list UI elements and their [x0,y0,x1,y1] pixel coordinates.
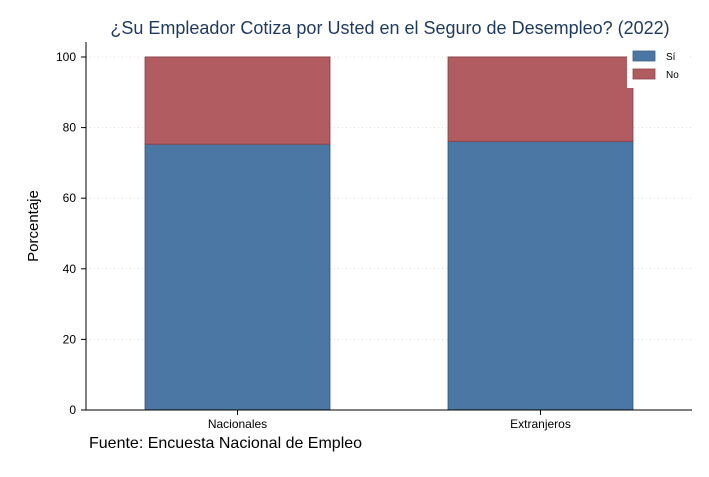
legend: Sí No [627,44,689,88]
y-tick-label: 60 [63,191,77,205]
y-tick-label: 80 [63,121,77,135]
y-tick-label: 20 [63,332,77,346]
x-category-label: Nacionales [208,417,267,431]
x-category-label: Extranjeros [510,417,571,431]
legend-label-no: No [666,70,679,81]
legend-swatch-no [632,68,656,80]
y-axis-label: Porcentaje [25,190,42,262]
source-note: Fuente: Encuesta Nacional de Empleo [89,435,362,452]
y-tick-label: 100 [56,50,76,64]
bar-no-extranjeros [447,56,634,142]
legend-box [627,44,689,88]
bar-no-nacionales [144,56,331,145]
legend-swatch-si [632,50,656,62]
chart-title: ¿Su Empleador Cotiza por Usted en el Seg… [110,18,669,38]
y-tick-label: 0 [69,403,76,417]
bars [144,56,634,411]
bar-si-nacionales [144,143,331,411]
legend-label-si: Sí [666,52,676,63]
y-tick-label: 40 [63,262,77,276]
y-axis-ticks: 0 20 40 60 80 100 [56,50,86,417]
x-axis-categories: Nacionales Extranjeros [208,410,571,431]
bar-si-extranjeros [447,140,634,411]
